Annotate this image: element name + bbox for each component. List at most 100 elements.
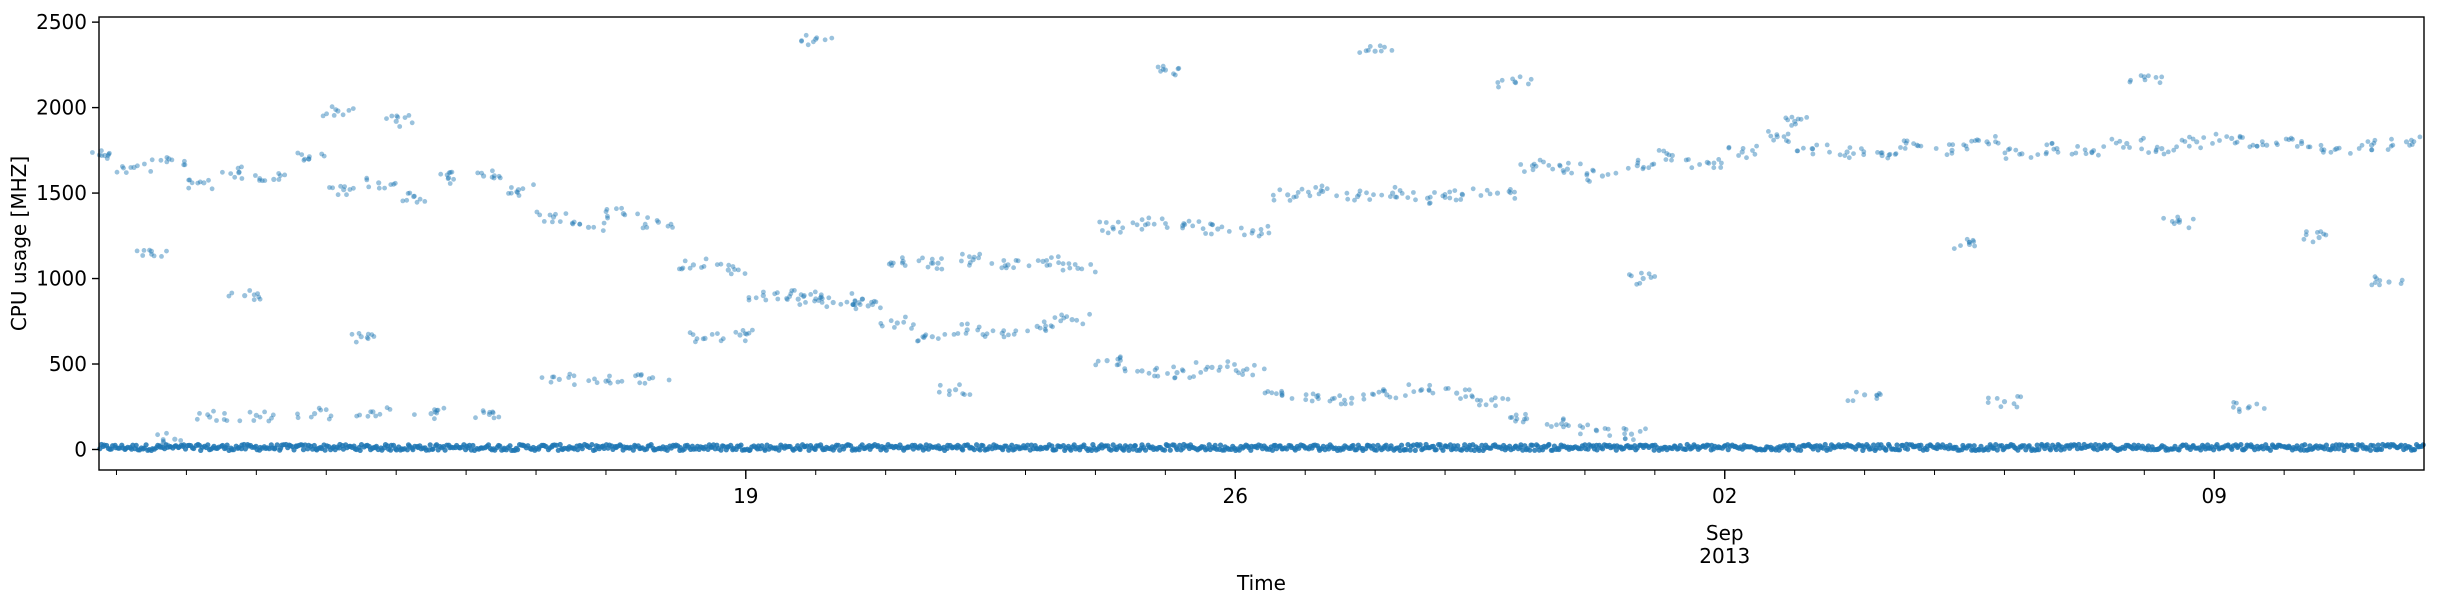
data-point [976, 255, 981, 261]
data-point [257, 296, 263, 302]
data-point [1944, 152, 1950, 158]
baseline-point [2094, 447, 2101, 453]
data-point [1277, 187, 1283, 193]
baseline-point [1873, 445, 1879, 452]
data-point [186, 185, 192, 191]
y-tick-label: 2000 [36, 96, 87, 120]
data-point [438, 171, 444, 177]
data-point [1526, 81, 1531, 87]
data-point [1367, 44, 1373, 49]
data-point [373, 413, 379, 419]
data-point [1874, 392, 1879, 398]
data-point [1011, 331, 1017, 337]
data-point [2128, 77, 2134, 83]
data-point [1827, 149, 1832, 155]
baseline-point [2198, 447, 2204, 453]
baseline-point [1994, 447, 2000, 453]
data-point [1315, 392, 1321, 398]
data-point [1794, 148, 1800, 154]
data-point [1518, 162, 1524, 167]
data-point [232, 174, 238, 180]
data-point [301, 157, 307, 163]
data-point [1232, 362, 1237, 367]
data-point [571, 373, 577, 379]
data-point [1875, 150, 1880, 155]
data-point [1285, 192, 1291, 198]
data-point [901, 319, 907, 325]
data-point [2321, 231, 2327, 237]
data-point [149, 251, 154, 257]
data-point [382, 185, 387, 191]
data-point [2260, 142, 2266, 148]
data-point [935, 336, 941, 341]
data-point [1316, 191, 1322, 197]
data-point [1854, 389, 1859, 395]
data-point [1044, 258, 1049, 263]
data-point [1216, 368, 1222, 373]
data-point [364, 335, 370, 340]
data-point [805, 42, 811, 48]
data-point [753, 295, 759, 301]
data-point [2141, 74, 2147, 80]
data-point [2073, 150, 2079, 156]
data-point [1447, 189, 1453, 195]
data-point [1793, 121, 1798, 127]
data-point [1001, 328, 1007, 334]
data-point [999, 330, 1005, 336]
data-point [1591, 168, 1596, 174]
data-point [1067, 265, 1073, 271]
data-point [1115, 219, 1121, 225]
baseline-point [1683, 446, 1689, 452]
data-point [677, 266, 682, 272]
data-point [1510, 76, 1515, 82]
data-point [1026, 263, 1032, 269]
data-point [1238, 225, 1244, 231]
data-point [726, 262, 732, 268]
data-point [323, 407, 329, 413]
baseline-point [1896, 447, 1903, 453]
data-point [520, 186, 526, 192]
data-point [312, 411, 318, 417]
data-point [1180, 225, 1185, 231]
data-point [1043, 328, 1049, 334]
data-point [792, 288, 797, 293]
data-point [338, 183, 343, 189]
data-point [1798, 116, 1804, 122]
data-point [1158, 68, 1163, 74]
data-point [1533, 163, 1539, 169]
data-point [2015, 394, 2020, 399]
data-point [1967, 239, 1972, 245]
data-point [1349, 401, 1354, 406]
data-point [106, 151, 112, 157]
data-point [1345, 196, 1351, 202]
data-point [2165, 149, 2171, 155]
data-point [2035, 152, 2041, 158]
data-point [333, 107, 339, 112]
data-point [321, 153, 327, 159]
data-point [1334, 193, 1339, 199]
data-point [1240, 368, 1246, 373]
data-point [1622, 431, 1627, 437]
data-point [925, 264, 931, 270]
data-point [1628, 431, 1635, 437]
data-point [888, 318, 894, 324]
data-point [1139, 226, 1145, 232]
baseline-point [1527, 447, 1533, 453]
data-point [1453, 197, 1459, 203]
data-point [1824, 142, 1830, 148]
data-point [2169, 219, 2175, 224]
data-point [307, 154, 312, 160]
data-point [1318, 188, 1324, 193]
data-point [1766, 129, 1771, 134]
data-point [1442, 195, 1448, 200]
data-point [2390, 142, 2396, 148]
data-point [1634, 281, 1640, 287]
data-point [1914, 142, 1920, 148]
data-point [1584, 172, 1590, 178]
data-point [1739, 149, 1745, 155]
data-point [2187, 134, 2192, 140]
data-point [2234, 139, 2240, 145]
baseline-point [718, 447, 724, 453]
baseline-point [2021, 443, 2027, 449]
data-point [435, 407, 441, 413]
